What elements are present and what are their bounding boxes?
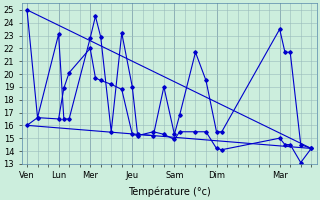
X-axis label: Température (°c): Température (°c) (128, 186, 211, 197)
